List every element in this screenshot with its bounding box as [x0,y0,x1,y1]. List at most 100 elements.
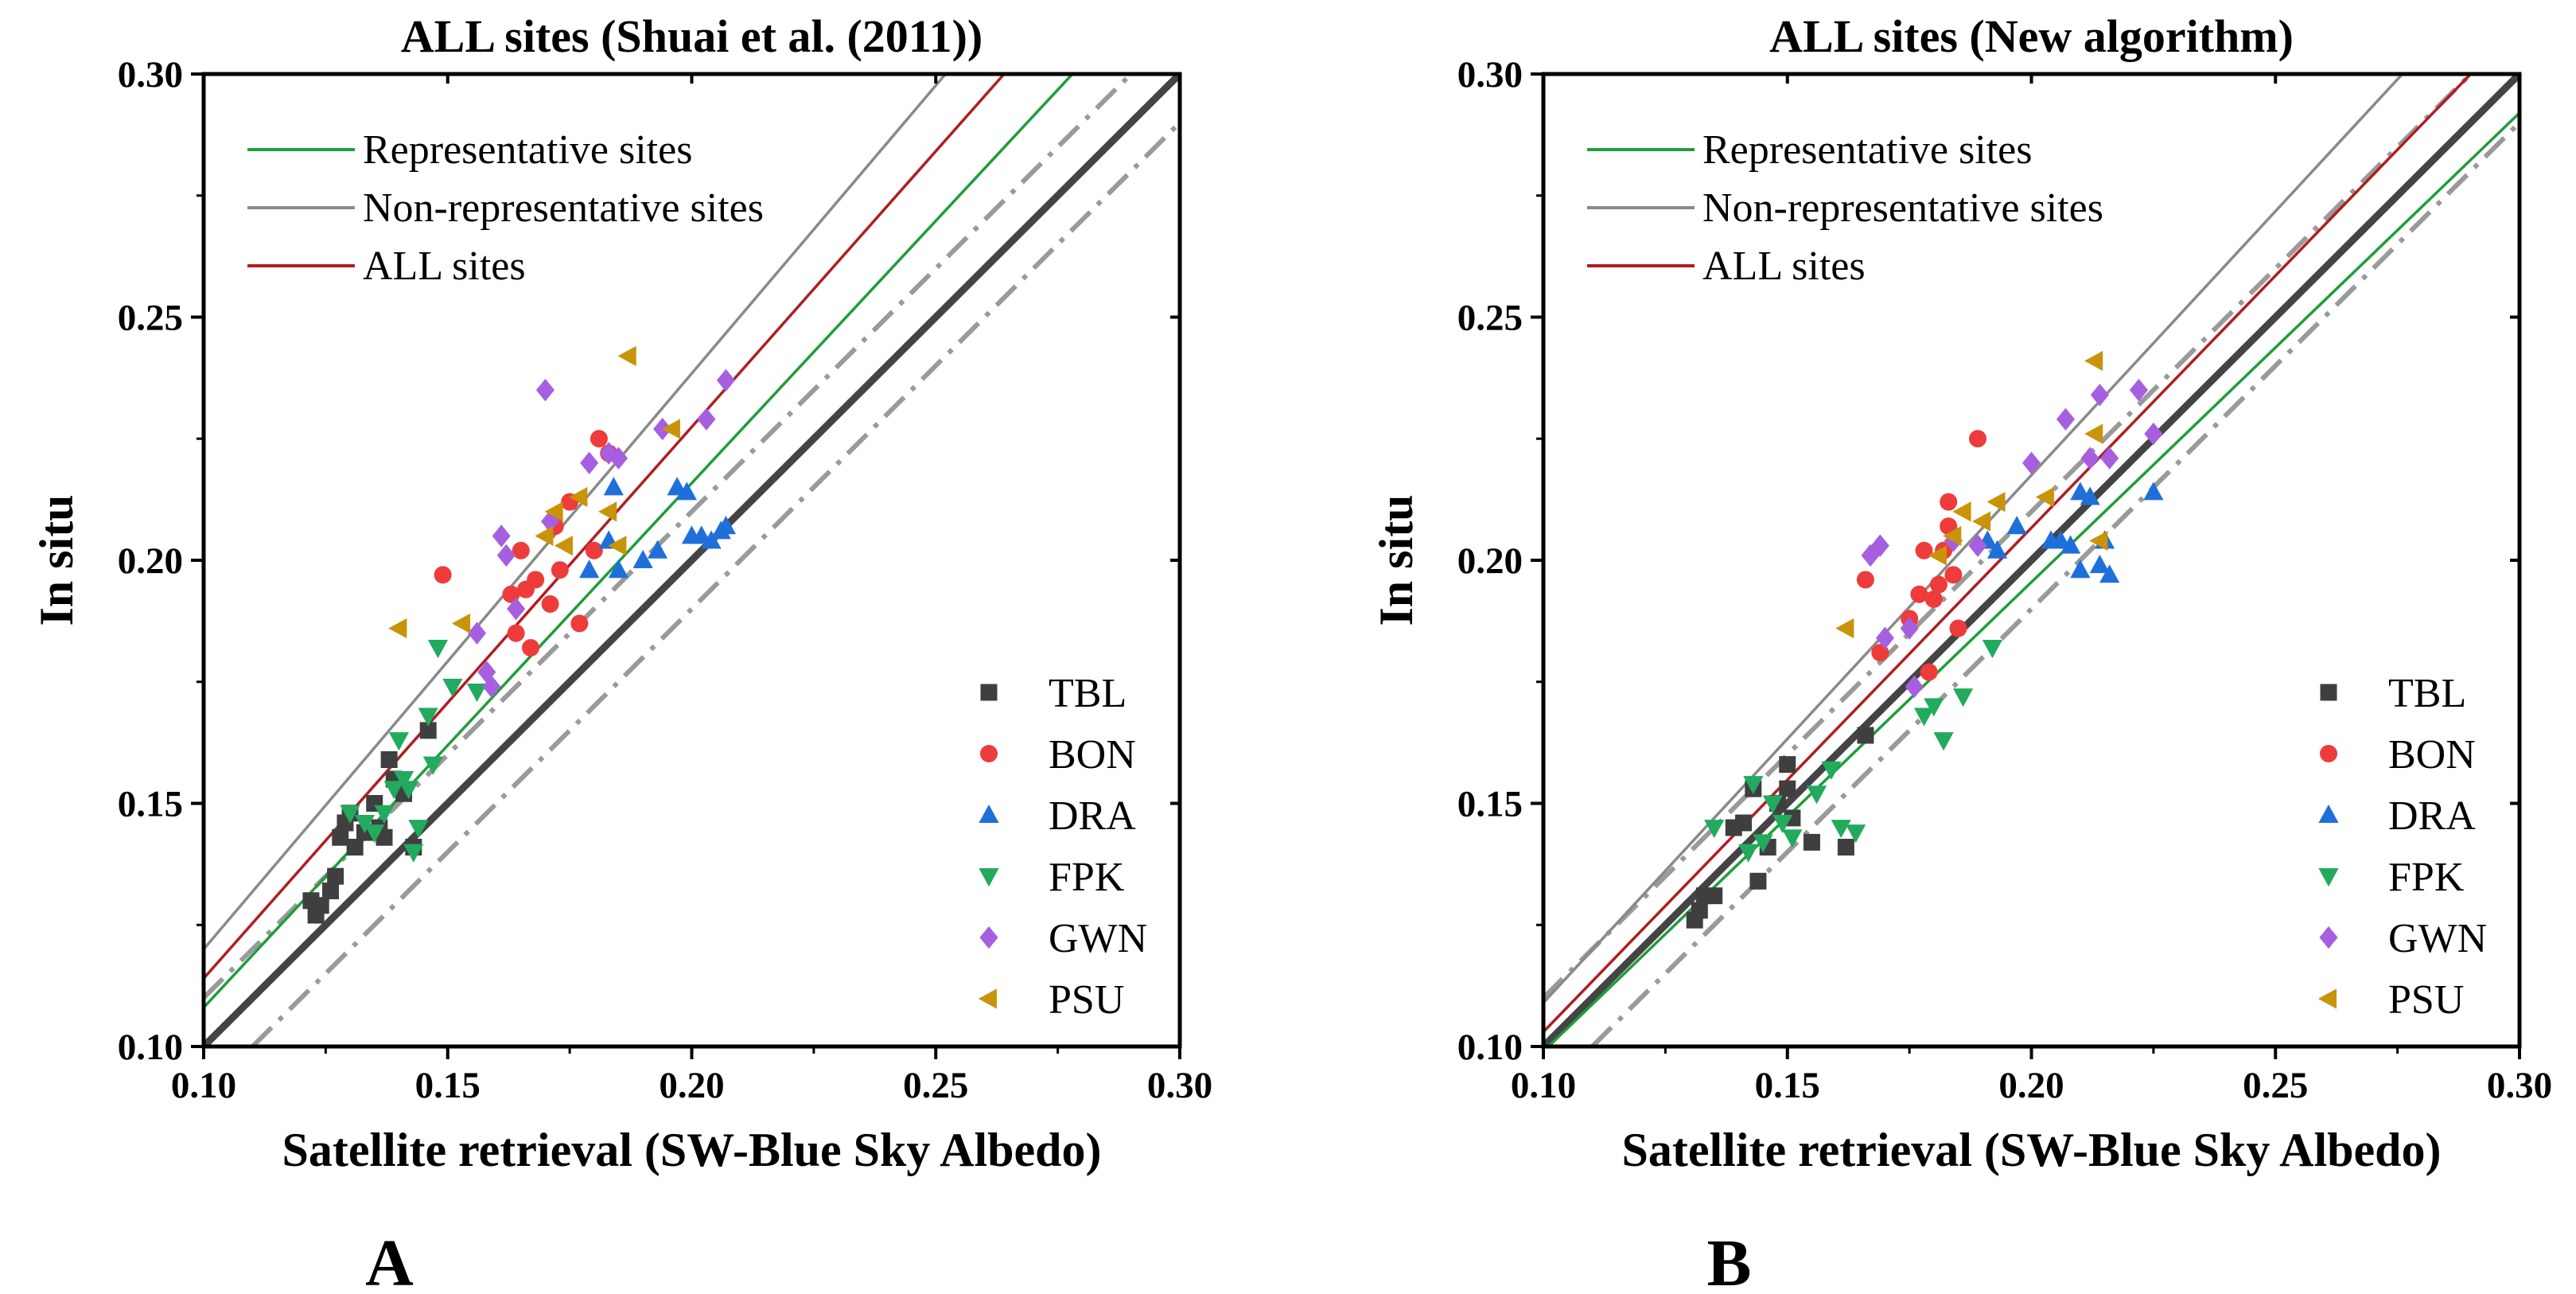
legend-marker-label: DRA [2388,793,2476,839]
point-tbl [1803,833,1820,851]
legend-line-label: ALL sites [363,244,526,289]
point-fpk [403,844,424,863]
legend-marker-label: GWN [1049,916,1147,961]
point-gwn [609,446,628,470]
chart-panel-a: ALL sites (Shuai et al. (2011))0.10 0.15 0… [30,10,1212,1294]
point-tbl [1857,727,1874,744]
x-axis-label: Satellite retrieval (SW-Blue Sky Albedo) [1622,1124,2442,1176]
point-tbl [1735,814,1753,832]
point-psu [1952,501,1971,522]
legend-line-label: Non-representative sites [363,185,764,231]
y-axis: 0.10 0.15 0.20 0.25 0.30 [118,54,1180,1068]
point-gwn [496,544,516,567]
scatter-points [1686,350,2164,929]
point-psu [569,486,588,508]
point-gwn [1905,675,1924,699]
point-gwn [507,597,526,621]
point-bon [1940,493,1958,511]
y-tick-label: 0.15 [118,784,183,825]
y-axis-label: In situ [30,494,83,626]
legend-line-label: Representative sites [363,127,692,173]
point-bon [1944,566,1963,584]
point-fpk [374,805,395,824]
point-bon [1920,663,1938,681]
point-dra [2070,559,2091,579]
point-gwn [2021,451,2041,474]
x-tick-label: 0.20 [659,1065,724,1106]
reference-lines [1543,74,2520,1047]
point-psu [388,618,407,639]
point-dra [2143,481,2164,501]
point-gwn [1861,544,1880,567]
point-gwn [580,451,599,474]
legend-marker-label: PSU [1049,977,1124,1023]
y-tick-label: 0.20 [118,540,183,582]
point-gwn [492,524,511,548]
legend-line-label: Non-representative sites [1702,185,2103,231]
point-psu [2084,350,2103,372]
point-bon [1924,590,1943,608]
point-bon [522,638,540,657]
x-axis-label: Satellite retrieval (SW-Blue Sky Albedo) [282,1124,1102,1176]
point-fpk [408,820,429,839]
point-psu [1835,618,1854,639]
legend-marker-gwn [979,926,998,949]
legend-marker-tbl [980,684,998,701]
one-to-one-line [204,74,1180,1047]
point-fpk [1743,776,1764,795]
fit-line-non-representative-sites [204,74,947,950]
point-gwn [1968,534,1987,557]
point-fpk [1782,829,1803,848]
point-bon [590,430,608,448]
point-psu [617,345,636,366]
point-fpk [399,781,419,800]
y-tick-label: 0.25 [1457,298,1523,339]
point-gwn [2056,407,2075,431]
point-dra [632,549,653,568]
point-tbl [322,882,340,899]
x-tick-label: 0.20 [1998,1065,2064,1106]
point-gwn [2144,422,2163,446]
point-gwn [2100,446,2119,470]
point-psu [554,536,573,556]
point-dra [608,559,629,579]
point-psu [2084,423,2103,444]
point-bon [1915,541,1933,559]
y-tick-label: 0.10 [1457,1027,1523,1068]
point-fpk [1704,820,1725,839]
point-gwn [2090,384,2109,407]
point-psu [1972,511,1991,532]
point-gwn [2129,378,2149,402]
point-fpk [388,732,409,751]
point-tbl [327,867,344,885]
point-fpk [1762,795,1783,814]
legend-line-label: Representative sites [1702,127,2032,173]
point-gwn [2080,446,2099,470]
point-gwn [535,378,555,402]
point-gwn [697,407,716,431]
point-fpk [442,678,463,697]
point-bon [551,561,569,579]
legend-marker-label: TBL [1049,671,1127,716]
point-tbl [419,722,437,739]
point-fpk [1821,761,1842,780]
point-fpk [393,770,414,790]
point-tbl [380,751,398,769]
point-psu [1943,525,1962,547]
point-bon [434,566,452,584]
point-bon [541,594,559,613]
point-dra [715,516,737,535]
point-tbl [332,828,349,846]
point-tbl [1691,902,1708,919]
x-tick-label: 0.30 [2487,1065,2552,1106]
y-axis-label: In situ [1370,494,1422,626]
legend-marker-gwn [2319,926,2338,949]
point-tbl [312,897,329,914]
one-to-one-line [1543,74,2520,1047]
chart-title: ALL sites (New algorithm) [1769,10,2294,62]
point-psu [608,536,627,556]
point-dra [701,530,722,549]
legend-marker-bon [2320,745,2337,762]
legend-marker-label: FPK [1049,855,1125,900]
chart-panel-b: ALL sites (New algorithm) 0.10 0.15 0.20 0.2… [1370,10,2552,1294]
